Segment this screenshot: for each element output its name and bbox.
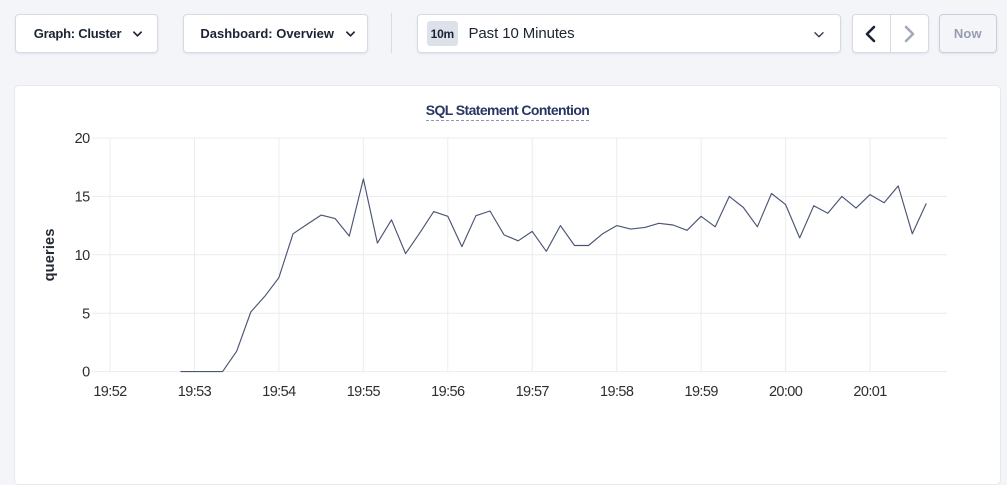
svg-text:19:52: 19:52: [93, 384, 127, 400]
svg-text:19:53: 19:53: [178, 384, 212, 400]
svg-text:queries: queries: [42, 228, 58, 281]
svg-text:15: 15: [75, 190, 90, 206]
svg-text:5: 5: [82, 306, 90, 322]
svg-text:0: 0: [82, 364, 90, 380]
svg-text:19:59: 19:59: [685, 384, 719, 400]
svg-text:20:00: 20:00: [769, 384, 803, 400]
svg-text:19:55: 19:55: [347, 384, 381, 400]
svg-text:19:54: 19:54: [262, 384, 296, 400]
svg-text:19:56: 19:56: [431, 384, 465, 400]
svg-text:19:57: 19:57: [516, 384, 550, 400]
svg-text:20: 20: [75, 131, 90, 147]
svg-text:10: 10: [75, 248, 90, 264]
svg-text:19:58: 19:58: [600, 384, 634, 400]
svg-text:20:01: 20:01: [853, 384, 887, 400]
